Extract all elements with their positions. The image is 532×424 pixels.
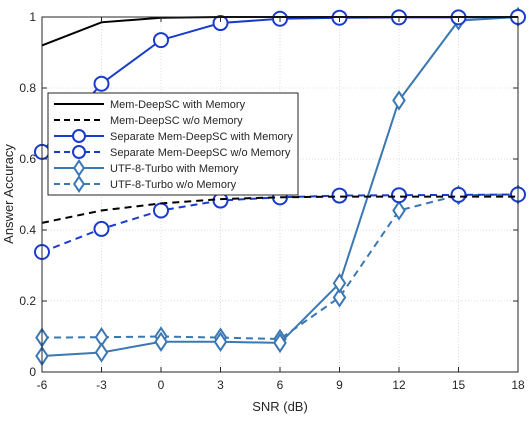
circle-marker	[93, 220, 110, 237]
x-tick-label: 0	[158, 378, 165, 392]
diamond-marker	[332, 287, 347, 308]
legend-box	[47, 92, 299, 196]
series-1	[41, 195, 518, 224]
legend-item: UTF-8-Turbo with Memory	[54, 158, 239, 178]
series-line	[41, 195, 518, 224]
diamond-marker	[94, 342, 109, 363]
y-tick-label: 0.2	[19, 294, 36, 308]
circle-marker	[331, 187, 348, 204]
circle-marker	[72, 129, 86, 143]
circle-marker	[72, 145, 86, 159]
diamond-marker	[392, 90, 406, 111]
legend-item: Mem-DeepSC with Memory	[54, 99, 246, 111]
y-tick-label: 0.4	[19, 223, 36, 237]
circle-marker	[153, 32, 169, 49]
legend-label: Mem-DeepSC w/o Memory	[110, 115, 243, 127]
axis-ticks: -6 -3 0 3 6 9 12 15 18 0 0.2 0.4 0.6 0.8 1	[19, 10, 525, 392]
diamond-marker	[154, 331, 168, 353]
circle-marker	[93, 75, 110, 92]
diamond-marker	[213, 331, 228, 353]
legend-item: UTF-8-Turbo w/o Memory	[54, 174, 237, 194]
y-tick-label: 0.6	[19, 152, 36, 166]
y-axis-label: Answer Accuracy	[1, 144, 16, 244]
circle-marker	[212, 192, 229, 209]
diamond-marker	[332, 273, 347, 294]
x-axis-label: SNR (dB)	[252, 399, 308, 414]
x-tick-label: 6	[277, 378, 284, 392]
diamond-marker	[273, 332, 287, 354]
legend-label: Separate Mem-DeepSC with Memory	[110, 131, 293, 143]
legend-label: Mem-DeepSC with Memory	[110, 99, 246, 111]
x-tick-label: 15	[452, 378, 466, 392]
legend-label: Separate Mem-DeepSC w/o Memory	[110, 147, 291, 159]
diamond-marker	[392, 200, 406, 221]
series-line	[41, 193, 519, 341]
x-tick-label: 9	[336, 378, 343, 392]
legend-item: Separate Mem-DeepSC w/o Memory	[54, 145, 291, 159]
x-tick-label: 3	[217, 378, 224, 392]
x-tick-label: 12	[392, 378, 406, 392]
x-tick-label: 18	[511, 378, 525, 392]
legend-label: UTF-8-Turbo with Memory	[110, 163, 239, 175]
circle-marker	[153, 202, 169, 219]
circle-marker	[450, 186, 467, 203]
diamond-marker	[72, 174, 86, 194]
legend-item: Separate Mem-DeepSC with Memory	[54, 129, 293, 143]
y-tick-label: 0.8	[19, 81, 36, 95]
legend-label: UTF-8-Turbo w/o Memory	[110, 179, 237, 191]
x-tick-label: -6	[37, 378, 48, 392]
legend-item: Mem-DeepSC w/o Memory	[54, 115, 243, 127]
circle-marker	[391, 187, 407, 204]
y-tick-label: 0	[29, 365, 36, 379]
y-tick-label: 1	[29, 10, 36, 24]
x-tick-label: -3	[96, 378, 107, 392]
legend: Mem-DeepSC with Memory Mem-DeepSC w/o Mem…	[47, 92, 299, 196]
